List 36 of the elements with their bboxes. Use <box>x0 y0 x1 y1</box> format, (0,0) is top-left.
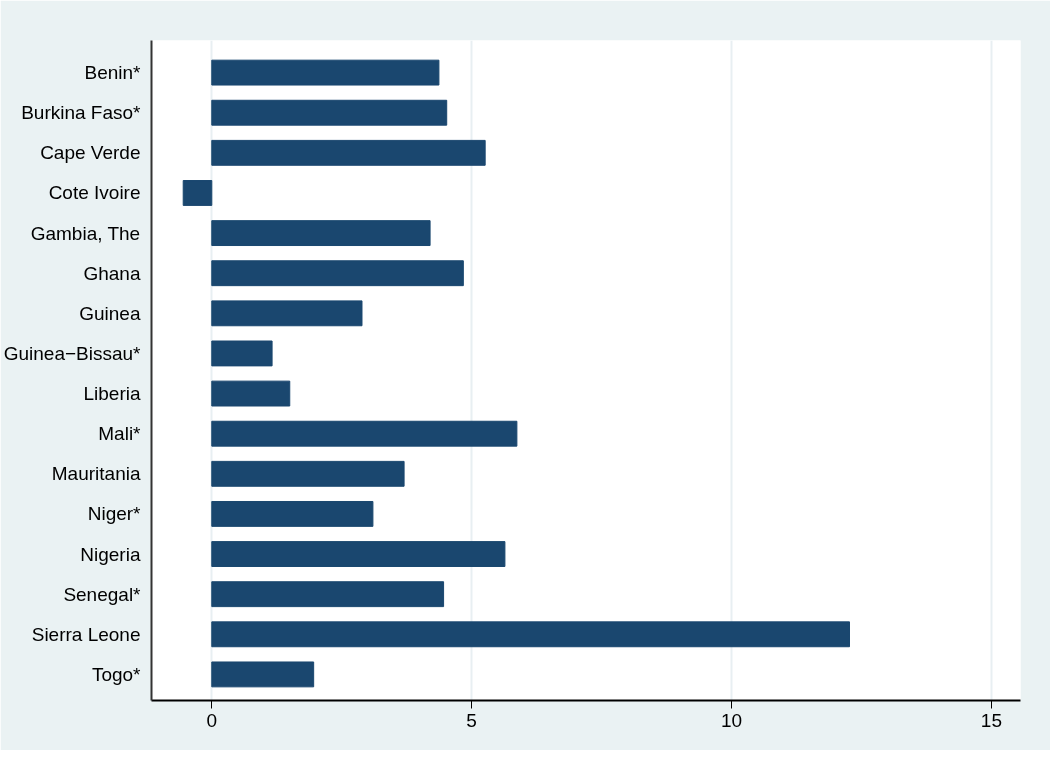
y-tick-label: Sierra Leone <box>31 623 141 645</box>
y-tick-label: Ghana <box>83 262 141 284</box>
x-tick-label: 5 <box>466 709 477 731</box>
bar <box>211 460 405 487</box>
bar <box>211 99 448 126</box>
y-tick-label: Mali* <box>98 423 142 445</box>
bar <box>211 621 851 648</box>
y-tick-label: Cote Ivoire <box>48 182 141 204</box>
y-tick-label: Liberia <box>83 383 141 405</box>
x-tick-label: 10 <box>720 709 743 731</box>
y-tick-label: Guinea <box>79 302 141 324</box>
bar <box>211 260 464 287</box>
bar <box>182 180 213 206</box>
bar <box>211 541 506 567</box>
y-tick-label: Mauritania <box>51 463 141 485</box>
y-tick-label: Benin* <box>84 62 142 84</box>
y-tick-label: Guinea−Bissau* <box>3 342 142 364</box>
y-tick-label: Senegal* <box>63 583 142 605</box>
y-tick-label: Burkina Faso* <box>21 102 142 124</box>
y-tick-label: Gambia, The <box>30 222 141 244</box>
bar <box>211 501 374 527</box>
x-tick-label: 15 <box>980 709 1002 731</box>
bar <box>211 420 518 447</box>
bar <box>211 340 273 367</box>
x-tick-label: 0 <box>206 709 218 731</box>
bar <box>211 59 440 86</box>
bar <box>211 581 445 608</box>
bar <box>211 380 291 407</box>
y-tick-label: Niger* <box>87 503 142 525</box>
bar <box>211 300 363 327</box>
bar <box>211 661 315 688</box>
bar <box>211 139 486 166</box>
y-tick-label: Nigeria <box>80 543 141 565</box>
bar <box>211 220 431 247</box>
y-tick-label: Togo* <box>91 663 142 685</box>
y-tick-label: Cape Verde <box>40 142 141 164</box>
